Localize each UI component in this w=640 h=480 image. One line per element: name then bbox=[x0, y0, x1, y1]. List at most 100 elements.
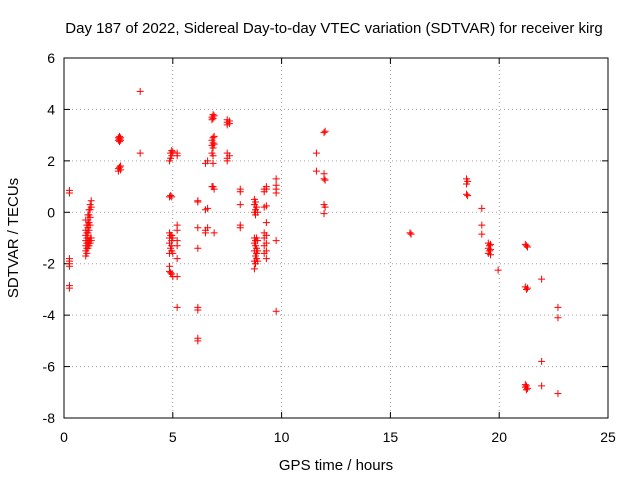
data-points bbox=[65, 87, 562, 398]
data-point bbox=[554, 390, 562, 398]
data-point bbox=[251, 198, 259, 206]
data-point bbox=[173, 152, 181, 160]
data-point bbox=[407, 230, 415, 238]
data-point bbox=[478, 230, 486, 238]
data-point bbox=[204, 204, 212, 212]
data-point bbox=[87, 237, 95, 245]
data-point bbox=[136, 149, 144, 157]
data-point bbox=[538, 275, 546, 283]
data-point bbox=[210, 112, 218, 120]
data-point bbox=[538, 357, 546, 365]
x-tick-label: 25 bbox=[600, 429, 616, 445]
data-point bbox=[194, 198, 202, 206]
data-point bbox=[117, 162, 125, 170]
x-axis-label: GPS time / hours bbox=[279, 457, 393, 474]
data-point bbox=[173, 226, 181, 234]
data-point bbox=[169, 148, 177, 156]
data-point bbox=[194, 244, 202, 252]
data-point bbox=[236, 188, 244, 196]
data-point bbox=[522, 285, 530, 293]
data-point bbox=[204, 224, 212, 232]
data-point bbox=[485, 247, 493, 255]
x-tick-label: 10 bbox=[274, 429, 290, 445]
data-point bbox=[173, 303, 181, 311]
data-point bbox=[463, 190, 471, 198]
data-point bbox=[173, 273, 181, 281]
data-point bbox=[87, 197, 95, 205]
y-tick-label: -8 bbox=[43, 410, 56, 426]
y-tick-label: -4 bbox=[43, 307, 56, 323]
data-point bbox=[236, 201, 244, 209]
data-point bbox=[65, 284, 73, 292]
data-point bbox=[209, 152, 217, 160]
data-point bbox=[320, 129, 328, 137]
data-point bbox=[312, 167, 320, 175]
data-point bbox=[210, 132, 218, 140]
y-tick-label: -6 bbox=[43, 359, 56, 375]
data-point bbox=[86, 221, 94, 229]
data-point bbox=[262, 239, 270, 247]
data-point bbox=[85, 226, 93, 234]
data-point bbox=[320, 175, 328, 183]
y-tick-label: 2 bbox=[47, 153, 55, 169]
data-point bbox=[253, 203, 261, 211]
y-tick-label: 0 bbox=[47, 204, 55, 220]
data-point bbox=[86, 213, 94, 221]
data-point bbox=[262, 255, 270, 263]
data-point bbox=[406, 229, 414, 237]
plot-frame bbox=[63, 57, 609, 419]
data-point bbox=[464, 192, 472, 200]
data-point bbox=[225, 120, 233, 128]
data-point bbox=[65, 189, 73, 197]
data-point bbox=[254, 237, 262, 245]
data-point bbox=[209, 144, 217, 152]
data-point bbox=[194, 337, 202, 345]
data-point bbox=[169, 234, 177, 242]
data-point bbox=[250, 265, 258, 273]
data-point bbox=[522, 386, 530, 394]
data-point bbox=[272, 189, 280, 197]
data-point bbox=[523, 384, 531, 392]
data-point bbox=[210, 229, 218, 237]
data-point bbox=[272, 175, 280, 183]
data-point bbox=[87, 203, 95, 211]
y-tick-label: -2 bbox=[43, 256, 56, 272]
data-point bbox=[117, 136, 125, 144]
data-point bbox=[262, 219, 270, 227]
data-point bbox=[173, 255, 181, 263]
data-point bbox=[167, 192, 175, 200]
grid-layer bbox=[64, 58, 608, 418]
data-point bbox=[523, 243, 531, 251]
data-point bbox=[225, 152, 233, 160]
data-point bbox=[236, 224, 244, 232]
data-point bbox=[321, 127, 329, 135]
data-point bbox=[223, 157, 231, 165]
data-point bbox=[554, 303, 562, 311]
ticks-layer: 0 5 10 15 20 25 -8 -6 -4 -2 0 2 4 6 bbox=[43, 50, 616, 445]
y-tick-label: 6 bbox=[47, 50, 55, 66]
data-point bbox=[272, 237, 280, 245]
x-tick-label: 20 bbox=[491, 429, 507, 445]
data-point bbox=[321, 176, 329, 184]
x-tick-label: 15 bbox=[383, 429, 399, 445]
data-point bbox=[115, 138, 123, 146]
data-point bbox=[194, 224, 202, 232]
data-point bbox=[201, 229, 209, 237]
data-point bbox=[523, 284, 531, 292]
data-point bbox=[478, 204, 486, 212]
data-point bbox=[554, 314, 562, 322]
data-point bbox=[478, 221, 486, 229]
chart-title: Day 187 of 2022, Sidereal Day-to-day VTE… bbox=[65, 20, 602, 37]
data-point bbox=[464, 177, 472, 185]
data-point bbox=[272, 307, 280, 315]
data-point bbox=[209, 159, 217, 167]
data-point bbox=[262, 202, 270, 210]
data-point bbox=[254, 247, 262, 255]
data-point bbox=[254, 257, 262, 265]
data-point bbox=[321, 203, 329, 211]
data-point bbox=[262, 185, 270, 193]
data-point bbox=[262, 231, 270, 239]
data-point bbox=[167, 269, 175, 277]
